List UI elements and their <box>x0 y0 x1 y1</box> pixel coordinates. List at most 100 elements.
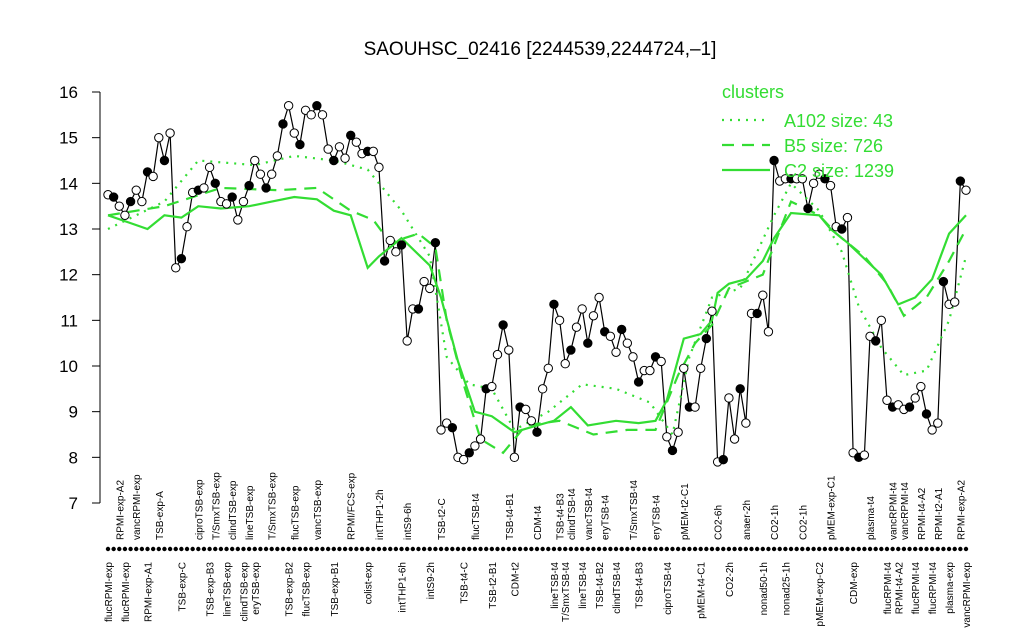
data-point <box>464 448 474 458</box>
data-point <box>916 381 926 392</box>
data-point <box>837 224 847 234</box>
data-point <box>346 130 356 141</box>
data-point <box>904 402 915 412</box>
sample-dot <box>760 546 765 552</box>
sample-dot <box>839 546 845 552</box>
data-point <box>402 336 412 346</box>
sample-dot <box>399 546 404 552</box>
data-point <box>701 333 712 344</box>
data-point <box>933 418 943 428</box>
data-point <box>532 427 542 437</box>
x-tick-label: RPMI-t2-A1 <box>934 487 945 540</box>
sample-dot <box>896 546 901 552</box>
sample-dot <box>754 546 760 552</box>
data-point <box>458 454 469 465</box>
sample-dot <box>365 546 370 552</box>
x-tick-label: anaer-2h <box>742 500 753 540</box>
data-point <box>413 304 424 314</box>
sample-dot <box>179 546 184 552</box>
data-point <box>334 142 345 152</box>
data-point <box>396 240 407 250</box>
data-point <box>718 454 728 465</box>
data-point <box>859 450 870 460</box>
x-tick-label: CO2-2h <box>725 562 736 597</box>
data-point <box>159 155 170 166</box>
y-tick-label: 10 <box>59 357 78 376</box>
sample-dot <box>201 546 207 552</box>
x-tick-label: CO2-6h <box>714 505 725 540</box>
sample-dot <box>258 546 263 552</box>
sample-dot <box>867 546 873 552</box>
x-tick-label: RPMI-t4-A2 <box>894 562 905 615</box>
data-point <box>554 315 565 326</box>
sample-dot <box>433 546 438 552</box>
data-point <box>379 256 390 266</box>
sample-dot <box>551 546 557 552</box>
data-point <box>120 210 130 221</box>
x-tick-label: flucTSB-exp <box>290 485 301 540</box>
sample-dot <box>342 546 348 552</box>
data-point <box>882 395 892 405</box>
x-tick-label: clindTSB-t4 <box>612 562 623 614</box>
x-tick-label: nonad50-1h <box>759 562 770 615</box>
sample-dot <box>410 546 416 552</box>
sample-dot <box>935 546 940 552</box>
data-point <box>154 132 164 143</box>
x-tick-label: nonad25-1h <box>781 562 792 615</box>
sample-dot <box>721 546 726 552</box>
sample-dot <box>495 546 500 552</box>
x-tick-label: CDM-exp <box>849 562 860 605</box>
data-point <box>492 349 503 360</box>
sample-dot <box>568 546 574 552</box>
data-point <box>504 345 514 355</box>
sample-dot <box>884 546 890 552</box>
sample-dot <box>743 546 749 552</box>
sample-dot <box>483 546 489 552</box>
x-tick-label: flucRPMI-exp <box>104 562 115 622</box>
data-point <box>769 155 779 166</box>
data-point <box>910 393 920 403</box>
x-tick-label: lineTSB-exp <box>223 562 234 617</box>
x-tick-label: intTHP1-6h <box>398 562 409 613</box>
x-tick-label: RPMI-exp-A1 <box>144 562 155 622</box>
sample-dot <box>190 546 195 552</box>
data-point <box>125 196 136 207</box>
data-point <box>594 292 604 303</box>
sample-dot <box>105 546 111 552</box>
data-point <box>961 185 971 195</box>
x-tick-label: vancRPMI-exp <box>962 562 973 628</box>
x-tick-label: clindTSB-t4 <box>567 488 578 540</box>
data-point <box>921 409 932 419</box>
x-tick-label: ciproTSB-t4 <box>663 562 674 615</box>
sample-dot <box>749 546 754 552</box>
sample-dot <box>404 546 410 552</box>
x-tick-label: TSB-t2-C <box>437 498 448 540</box>
x-tick-label: TSB-t4-C <box>460 562 471 604</box>
sample-dot <box>348 546 353 552</box>
data-point <box>588 311 599 321</box>
sample-dot <box>393 546 399 552</box>
data-point <box>430 238 441 248</box>
x-tick-label: CO2-1h <box>770 505 781 540</box>
sample-dot <box>726 546 732 552</box>
sample-dot <box>890 546 895 552</box>
sample-dot <box>879 546 884 552</box>
data-point <box>340 153 350 163</box>
data-point <box>272 151 283 161</box>
x-tick-label: clindTSB-exp <box>228 480 239 540</box>
data-point <box>729 434 740 444</box>
sample-dot <box>167 546 173 552</box>
sample-dot <box>800 546 805 552</box>
sample-dot <box>805 546 811 552</box>
data-point <box>233 215 243 225</box>
data-point <box>741 418 751 428</box>
sample-dot <box>263 546 269 552</box>
sample-dot <box>280 546 286 552</box>
data-point <box>577 304 587 314</box>
x-tick-label: intS9-6h <box>403 503 414 540</box>
data-point <box>876 315 887 326</box>
data-point <box>752 308 762 319</box>
data-point <box>803 203 813 214</box>
data-point <box>470 441 480 451</box>
